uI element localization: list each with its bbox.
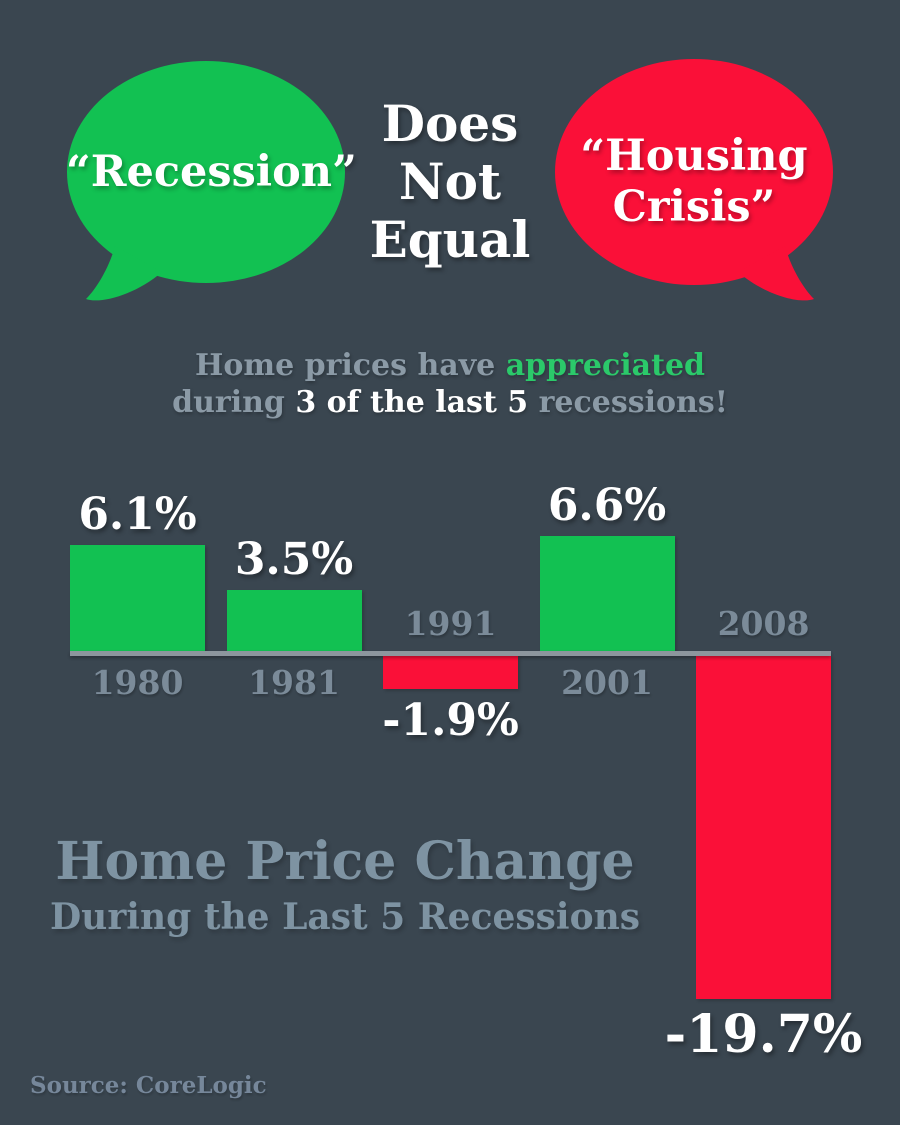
does-not-equal-line3: Equal (369, 210, 531, 269)
headline-seg-gray2: during (172, 385, 296, 420)
value-label-2001: 6.6% (547, 480, 667, 531)
value-label-1980: 6.1% (78, 489, 197, 540)
year-label-2001: 2001 (561, 663, 653, 702)
value-label-1991: -1.9% (382, 695, 519, 746)
headline-seg-white: 3 of the last 5 (295, 385, 529, 420)
bar-1981 (226, 590, 362, 651)
housing-crisis-line1: “Housing (580, 131, 808, 181)
value-label-2008: -19.7% (664, 1004, 863, 1065)
headline-line1: Home prices have appreciated (150, 347, 750, 384)
headline-line2: during 3 of the last 5 recessions! (150, 384, 750, 421)
does-not-equal-label: Does Not Equal (330, 95, 570, 269)
value-label-1981: 3.5% (234, 534, 354, 585)
bar-1980 (70, 545, 205, 651)
does-not-equal-line2: Not (398, 152, 502, 211)
housing-crisis-bubble-label: “Housing Crisis” (554, 131, 834, 233)
headline-sentence: Home prices have appreciated during 3 of… (150, 347, 750, 421)
x-axis-line (70, 651, 831, 656)
bar-2001 (539, 536, 675, 651)
does-not-equal-line1: Does (381, 94, 519, 153)
year-label-1980: 1980 (91, 663, 184, 702)
headline-seg-gray3: recessions! (528, 385, 728, 420)
year-label-1981: 1981 (248, 663, 340, 702)
recession-bubble-label: “Recession” (66, 147, 357, 197)
chart-title-block: Home Price Change During the Last 5 Rece… (45, 833, 645, 939)
year-label-2008: 2008 (717, 604, 810, 643)
chart-title: Home Price Change (55, 831, 635, 892)
headline-seg-gray1: Home prices have (194, 348, 506, 383)
bar-2008 (696, 656, 831, 999)
chart-subtitle: During the Last 5 Recessions (49, 896, 641, 938)
bar-1991 (383, 656, 518, 689)
year-label-1991: 1991 (404, 604, 497, 643)
headline-seg-green: appreciated (505, 348, 706, 383)
housing-crisis-line2: Crisis” (612, 182, 776, 232)
source-credit: Source: CoreLogic (30, 1072, 267, 1099)
